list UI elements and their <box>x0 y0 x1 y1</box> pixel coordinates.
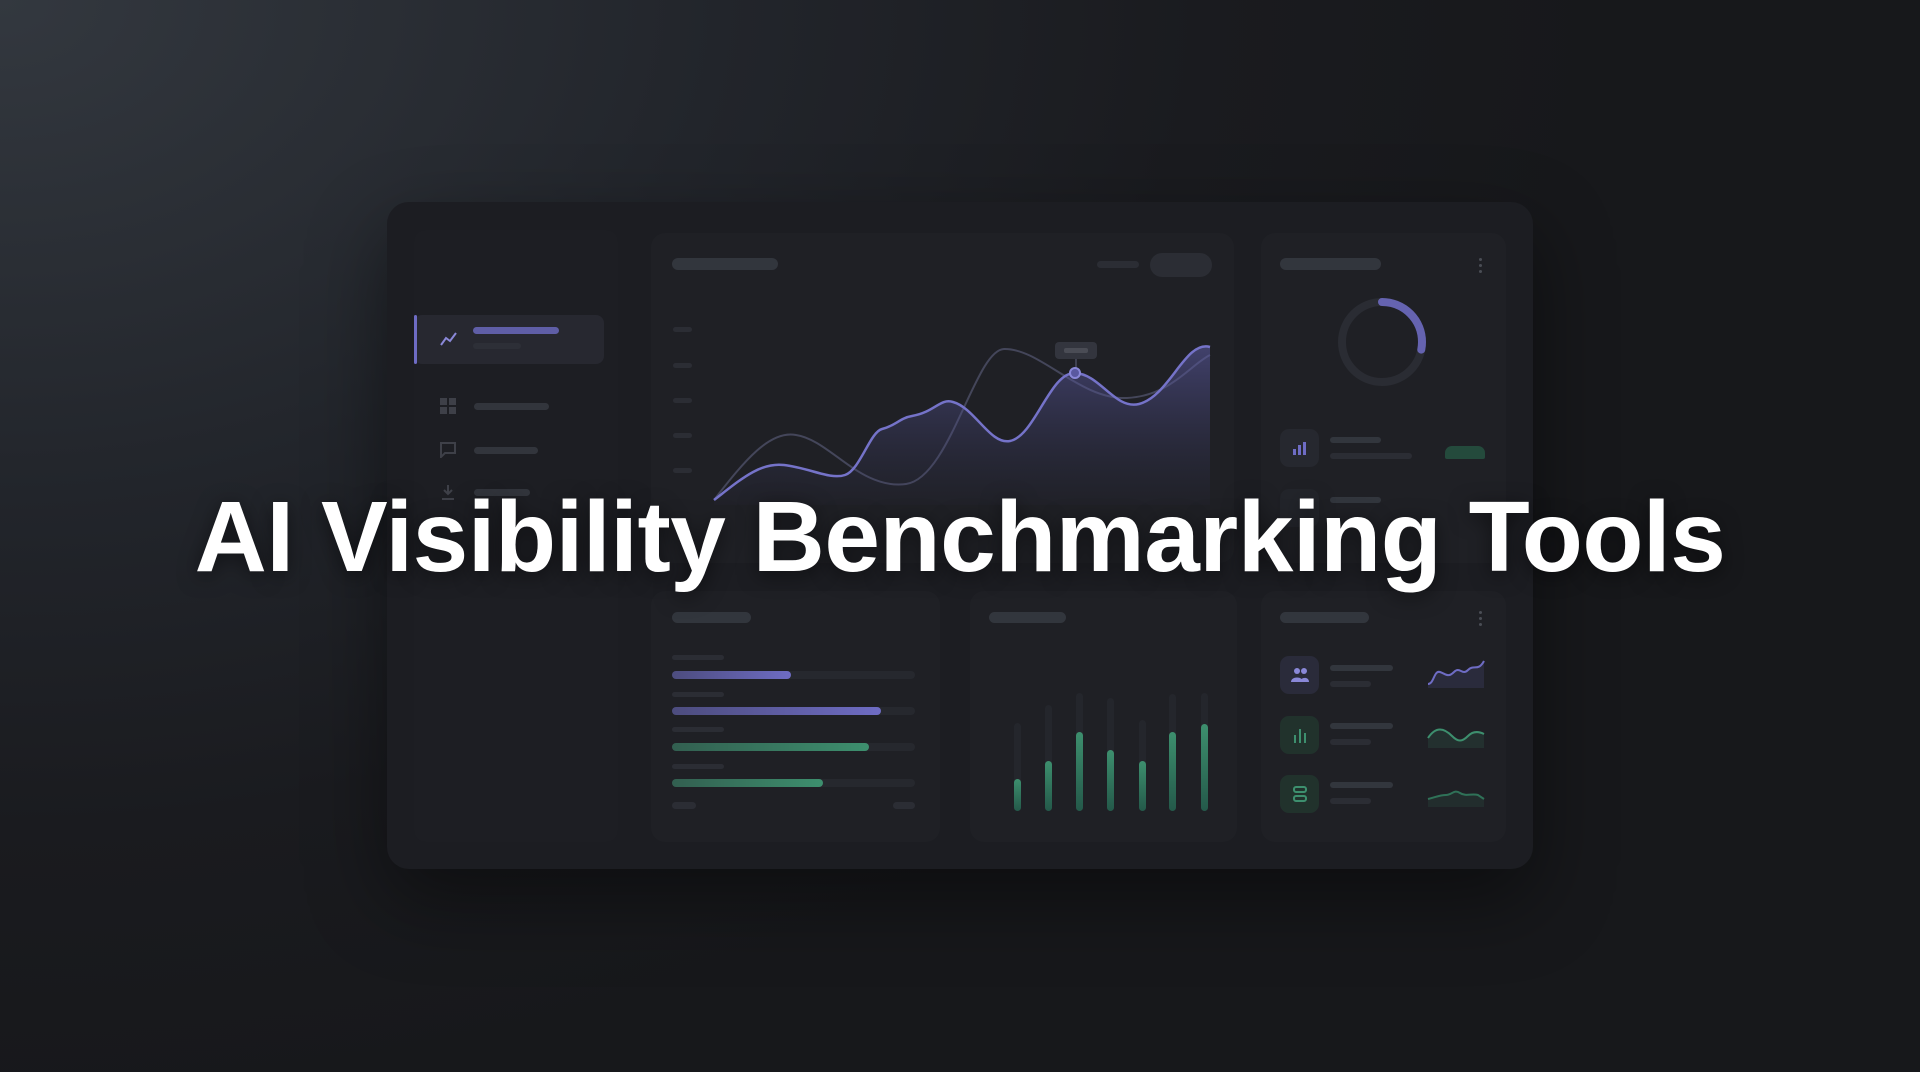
footer-label-right <box>893 802 915 809</box>
progress-fill <box>672 671 792 679</box>
vertical-bar-fill <box>1076 731 1083 811</box>
vertical-bar-track <box>1201 693 1208 811</box>
more-options-icon[interactable] <box>1479 258 1482 276</box>
stats-list-card-title <box>1280 612 1369 623</box>
vertical-bar-fill <box>1045 761 1052 811</box>
progress-label <box>672 655 724 660</box>
download-icon <box>442 485 454 500</box>
progress-track <box>672 707 915 715</box>
progress-label <box>672 764 724 769</box>
users-icon <box>1280 656 1319 694</box>
main-series-line <box>713 345 1211 501</box>
stat-row-metrics <box>1280 716 1490 756</box>
vertical-bar-fill <box>1107 749 1114 811</box>
line-chart-icon <box>440 332 457 346</box>
vertical-bars-card-title <box>989 612 1066 623</box>
vertical-bar-track <box>1014 722 1021 811</box>
progress-fill <box>672 779 823 787</box>
progress-fill <box>672 743 869 751</box>
progress-track <box>672 671 915 679</box>
sidebar-item-messages[interactable] <box>440 442 600 460</box>
vertical-bar-track <box>1169 694 1176 811</box>
progress-fill <box>672 707 881 715</box>
vertical-bars-card <box>970 591 1237 842</box>
chat-icon <box>440 442 456 458</box>
server-icon <box>1280 775 1319 813</box>
sparkline <box>1427 660 1485 688</box>
vertical-bar-track <box>1139 720 1146 811</box>
chart-title-placeholder <box>672 258 778 270</box>
progress-track <box>672 779 915 787</box>
vertical-bar-fill <box>1014 779 1021 811</box>
vertical-bar-fill <box>1201 723 1208 811</box>
sidebar-item-grid[interactable] <box>440 398 600 416</box>
footer-label-left <box>672 802 696 809</box>
sidebar-item-downloads[interactable] <box>440 484 600 502</box>
trend-pill <box>1445 446 1485 459</box>
vertical-bar-fill <box>1139 761 1146 811</box>
hero-title: AI Visibility Benchmarking Tools <box>194 481 1726 593</box>
active-indicator <box>414 315 417 364</box>
vertical-bar-track <box>1107 697 1114 811</box>
progress-track <box>672 743 915 751</box>
sparkline <box>1427 728 1485 748</box>
period-select-button[interactable] <box>1150 253 1212 277</box>
stat-row <box>1280 489 1490 529</box>
stat-row-storage <box>1280 775 1490 815</box>
sidebar-item-analytics[interactable] <box>414 315 604 364</box>
progress-card-title <box>672 612 751 623</box>
stat-row <box>1280 429 1490 469</box>
donut-chart <box>1338 298 1426 386</box>
vertical-bar-fill <box>1169 731 1176 811</box>
progress-label <box>672 727 724 732</box>
vertical-bar-track <box>1076 693 1083 811</box>
grid-icon <box>440 398 456 414</box>
progress-label <box>672 692 724 697</box>
highlighted-data-point <box>1069 367 1081 379</box>
progress-card <box>651 591 940 842</box>
chart-legend-placeholder <box>1097 261 1139 268</box>
more-options-icon[interactable] <box>1479 611 1482 629</box>
stat-row-users <box>1280 656 1490 696</box>
row-icon <box>1280 489 1319 527</box>
bar-chart-icon <box>1280 716 1319 754</box>
bar-chart-icon <box>1280 429 1319 467</box>
vertical-bar-track <box>1045 704 1052 811</box>
sparkline <box>1427 790 1485 807</box>
donut-card-title <box>1280 258 1381 270</box>
donut-fill-arc <box>1338 298 1426 386</box>
main-chart-card <box>651 233 1234 563</box>
main-series-area <box>714 346 1210 505</box>
